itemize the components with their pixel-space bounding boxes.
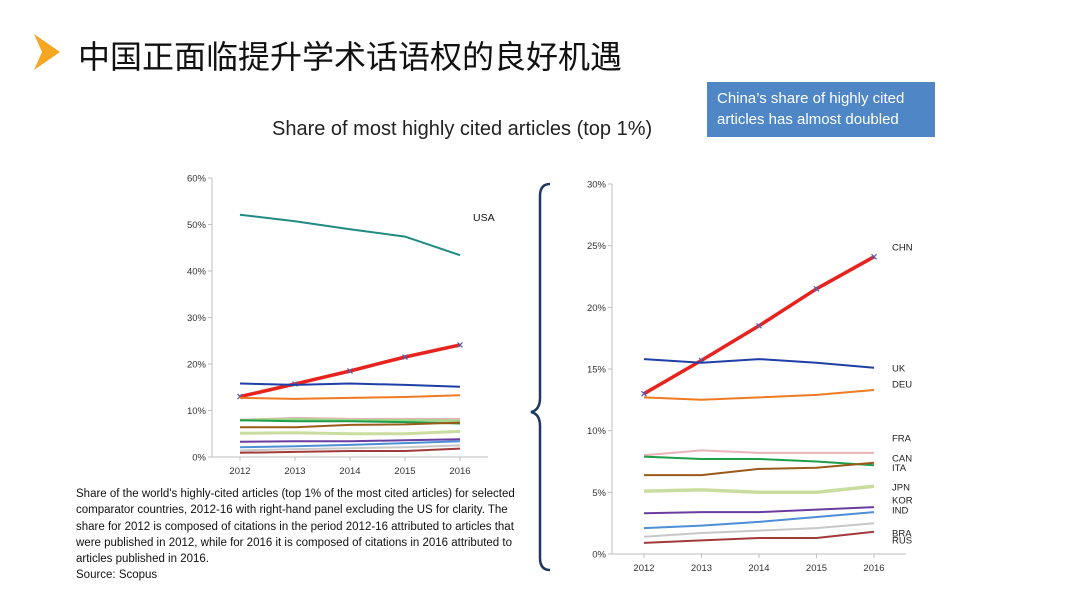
series-line-jpn [643,484,875,495]
series-line-ita [644,461,875,477]
x-tick-label: 2016 [863,563,884,574]
series-line-deu [643,389,875,401]
series-label-ind: IND [892,506,909,517]
y-tick-label: 15% [587,365,607,376]
brace-icon [530,182,551,572]
caption-text: Share of the world's highly-cited articl… [76,488,515,566]
series-line-unlabeled [239,444,461,452]
source-text: Source: Scopus [76,569,158,582]
x-tick-label: 2014 [339,466,360,477]
y-tick-label: 20% [187,360,207,371]
x-tick-label: 2013 [691,563,712,574]
series-line-can [643,455,875,467]
data-point-marker [457,342,463,348]
series-line-unlabeled [240,421,461,429]
series-line-unlabeled [239,447,461,454]
series-line-fra [643,449,874,457]
y-tick-label: 30% [187,313,207,324]
series-line-unlabeled [239,419,461,425]
right-line-chart: 0% 5% 10% 15% 20% 25% 30% 2012 2013 2014 2015 2016 C… [587,180,913,575]
slide-title: 中国正面临提升学术话语权的良好机遇 [78,38,623,76]
y-tick-label: 25% [587,241,607,252]
figure-caption: Share of the world's highly-cited articl… [76,486,538,584]
series-line-ind [643,511,875,530]
series-label-rus: RUS [892,535,912,546]
data-point-marker [756,322,762,329]
data-point-marker [402,354,408,360]
data-point-marker [813,285,820,292]
x-tick-label: 2012 [633,563,654,574]
y-tick-label: 0% [192,453,206,464]
series-line-uk [643,358,875,369]
series-label-jpn: JPN [892,483,910,494]
series-line-usa [239,213,461,257]
series-label-uk: UK [892,363,906,374]
data-point-marker [641,390,647,397]
x-tick-label: 2013 [284,466,305,477]
arrow-icon [34,34,60,70]
series-line-unlabeled [239,429,461,436]
x-tick-label: 2015 [806,563,827,574]
y-tick-label: 30% [587,180,607,191]
series-line-unlabeled [239,440,461,449]
series-line-bra [643,522,875,538]
y-tick-label: 60% [187,174,207,185]
series-line-rus [643,530,875,544]
data-point-marker [347,368,353,374]
y-tick-label: 10% [187,406,207,417]
x-tick-label: 2016 [449,466,470,477]
y-tick-label: 50% [187,220,207,231]
y-tick-label: 20% [587,303,607,314]
series-label-fra: FRA [892,433,912,444]
y-tick-label: 10% [587,426,607,437]
y-tick-label: 0% [592,550,606,561]
series-label-ita: ITA [892,463,907,474]
series-label-usa: USA [473,212,495,224]
x-tick-label: 2012 [229,466,250,477]
series-label-kor: KOR [892,496,913,507]
x-tick-label: 2015 [394,466,415,477]
data-point-marker [871,253,877,260]
series-line-kor [643,506,875,515]
series-label-chn: CHN [892,242,913,253]
chart-title: Share of most highly cited articles (top… [272,118,653,140]
x-tick-label: 2014 [748,563,769,574]
series-line-unlabeled [239,382,461,388]
series-label-bra: BRA [892,529,912,540]
series-label-can: CAN [892,454,912,465]
y-tick-label: 40% [187,267,207,278]
left-line-chart: 0% 10% 20% 30% 40% 50% 60% 2012 2013 2014 2015 2016… [187,174,495,478]
series-line-unlabeled [239,394,461,400]
series-label-deu: DEU [892,379,912,390]
series-line-unlabeled [239,438,461,443]
callout-box: China’s share of highly cited articles h… [707,82,935,137]
y-tick-label: 5% [592,488,606,499]
